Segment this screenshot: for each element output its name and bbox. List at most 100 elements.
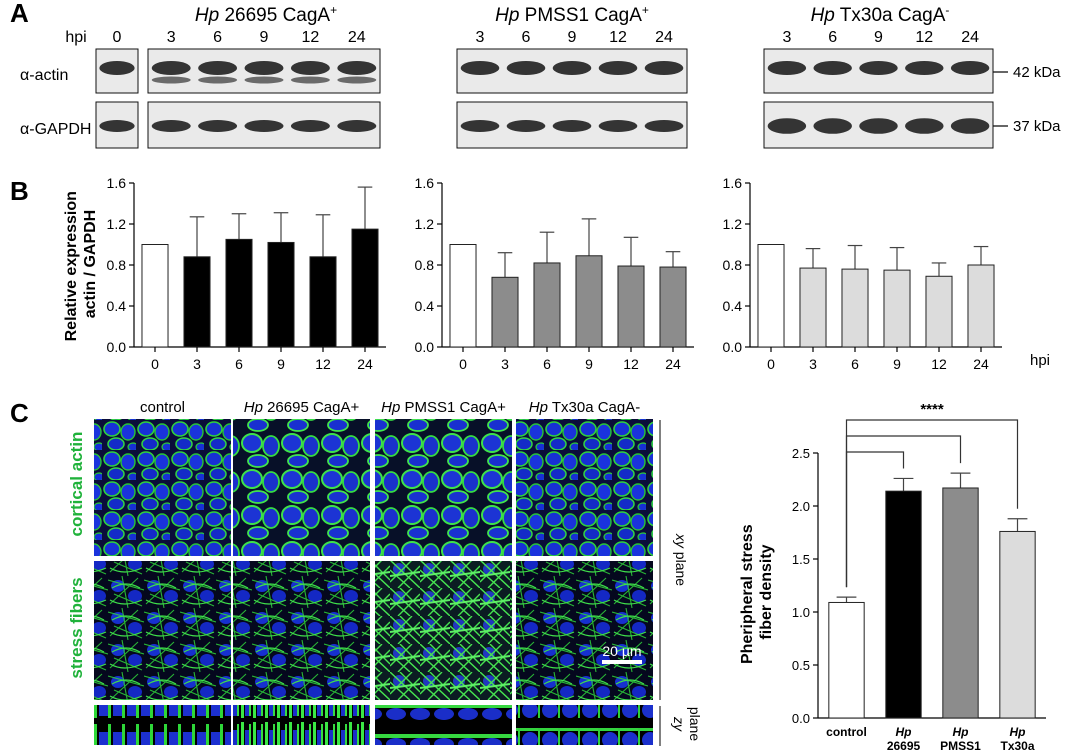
bar <box>999 530 1036 719</box>
blot-band <box>244 61 284 75</box>
blot-band <box>859 61 898 75</box>
x-tick-label: Hp <box>1010 725 1026 739</box>
plane-label-zy-italic: zy <box>671 716 687 732</box>
bar <box>885 490 922 719</box>
micrograph-image <box>94 419 231 556</box>
x-tick-label: 6 <box>851 356 859 372</box>
bar <box>757 244 785 348</box>
bar <box>967 264 995 348</box>
x-tick-label: 24 <box>357 356 373 372</box>
bar <box>491 276 519 348</box>
blot-band <box>905 118 944 134</box>
blot-band-lower <box>198 76 238 84</box>
micrograph-image <box>233 419 370 556</box>
micrograph-column-title: control <box>140 399 185 416</box>
panel-label-a: A <box>10 0 29 28</box>
x-tick-label: 9 <box>585 356 593 372</box>
micrograph-column-title: Hp PMSS1 CagA+ <box>381 399 506 416</box>
y-tick-label: 0.0 <box>415 339 435 355</box>
lane-label: 24 <box>655 29 673 46</box>
lane-label: 12 <box>302 29 320 46</box>
blot-band <box>552 120 592 132</box>
y-tick-label: 0.0 <box>723 339 743 355</box>
x-tick-label: 0 <box>459 356 467 372</box>
blot-band <box>99 61 135 75</box>
chart-b-pmss1: 0.0 0.4 0.8 1.2 1.6 0 3 6 9 12 24 <box>415 175 694 372</box>
x-tick-label: 3 <box>809 356 817 372</box>
micrograph-image <box>375 419 512 556</box>
blot-band <box>337 61 377 75</box>
x-tick-label: 3 <box>193 356 201 372</box>
chart-b-ylabel: Relative expression actin / GAPDH <box>63 187 99 342</box>
blot-band <box>99 120 135 132</box>
lane-label: 3 <box>476 29 485 46</box>
scale-bar <box>602 660 642 664</box>
blot-band <box>767 118 807 134</box>
blot-group-title-pmss1: Hp PMSS1 CagA+ <box>495 3 649 26</box>
lane-label: 9 <box>568 29 577 46</box>
micrograph-zy-image <box>94 705 231 745</box>
significance-stars: **** <box>920 401 944 418</box>
bar <box>828 601 865 719</box>
y-tick-label: 0.4 <box>415 298 435 314</box>
blot-band <box>813 61 852 75</box>
x-tick-label: 24 <box>665 356 681 372</box>
y-tick-label: 0.8 <box>107 257 127 273</box>
blot-band <box>460 120 500 132</box>
blot-band <box>244 120 284 132</box>
micrograph-zy-image <box>233 705 370 745</box>
y-tick-label: 1.6 <box>723 175 743 191</box>
bar <box>883 269 911 348</box>
blot-band <box>552 61 592 75</box>
plane-label-xy: xy plane <box>673 533 689 586</box>
micrograph-zy-image <box>516 705 653 745</box>
blot-band <box>767 61 807 75</box>
chart-b-xlabel-hpi: hpi <box>1030 352 1050 369</box>
lane-label: 0 <box>113 29 122 46</box>
x-tick-label: 12 <box>931 356 947 372</box>
x-tick-label: Hp <box>953 725 969 739</box>
micrograph-column-title: Hp Tx30a CagA- <box>529 399 640 416</box>
blot-band <box>506 120 546 132</box>
lane-label: 6 <box>213 29 222 46</box>
micrograph-image <box>375 561 512 700</box>
y-tick-label: 0.4 <box>723 298 743 314</box>
lane-label: 3 <box>782 29 791 46</box>
lane-label: 6 <box>522 29 531 46</box>
bar <box>617 265 645 348</box>
blot-band <box>290 61 330 75</box>
blot-band-lower <box>151 76 191 84</box>
y-tick-label: 0.8 <box>415 257 435 273</box>
blot-band <box>859 118 898 134</box>
x-tick-label: 0 <box>767 356 775 372</box>
blot-band <box>198 120 238 132</box>
blot-band <box>506 61 546 75</box>
significance-bracket <box>845 451 905 588</box>
x-tick-label: 0 <box>151 356 159 372</box>
blot-lane-labels: 0 3 6 9 12 24 3 6 9 12 24 3 6 9 12 24 <box>113 29 980 46</box>
micrograph-image <box>516 561 653 700</box>
bar <box>449 244 477 348</box>
y-tick-label: 1.5 <box>792 552 810 567</box>
x-tick-label: 12 <box>623 356 639 372</box>
blot-band <box>151 120 191 132</box>
lane-label: 12 <box>915 29 933 46</box>
bar <box>141 244 169 348</box>
bar <box>799 267 827 348</box>
lane-label: 24 <box>961 29 979 46</box>
y-tick-label: 1.2 <box>415 216 435 232</box>
micrograph-image <box>516 419 653 556</box>
x-tick-label: 12 <box>315 356 331 372</box>
x-tick-label: control <box>826 725 867 739</box>
lane-label: 12 <box>609 29 627 46</box>
blot-band <box>598 61 638 75</box>
lane-label: 9 <box>260 29 269 46</box>
lane-label: 9 <box>874 29 883 46</box>
blot-band <box>151 61 191 75</box>
row-label-stress-fibers: stress fibers <box>67 577 86 678</box>
y-tick-label: 0.5 <box>792 658 810 673</box>
row-label-actin: α-actin <box>20 67 68 84</box>
y-tick-label: 1.2 <box>723 216 743 232</box>
